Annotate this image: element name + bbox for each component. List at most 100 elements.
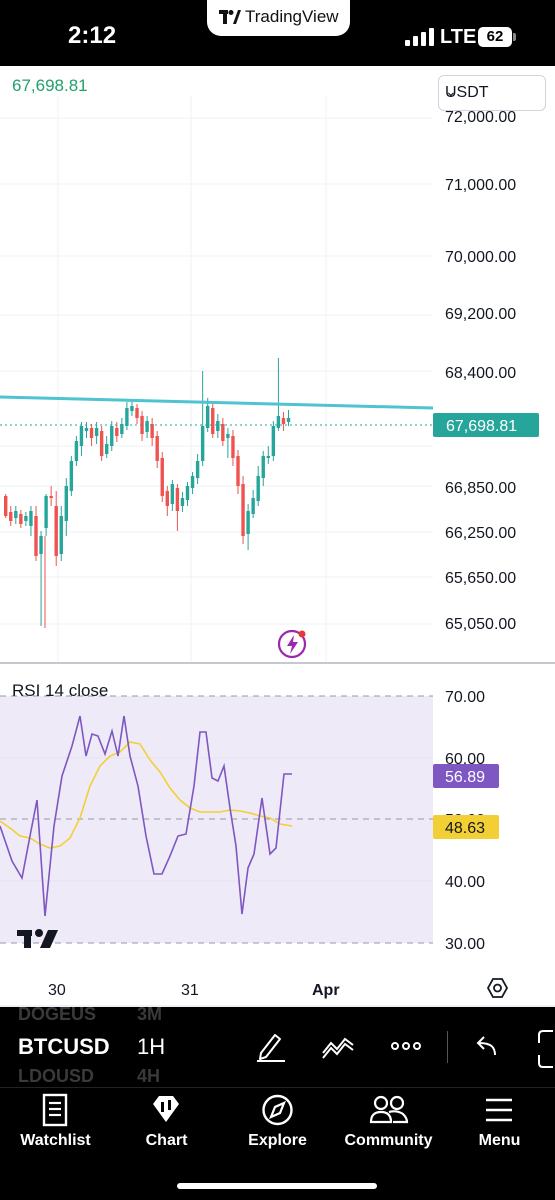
candle-body bbox=[29, 511, 33, 526]
candle-body bbox=[99, 431, 104, 456]
price-axis: 72,000.00 71,000.00 70,000.00 69,200.00 … bbox=[445, 109, 516, 633]
candle-body bbox=[145, 421, 149, 432]
candle-body bbox=[130, 406, 134, 411]
candle-body bbox=[160, 458, 164, 496]
resistance-trendline[interactable] bbox=[0, 395, 434, 410]
chart-area[interactable]: 72,000.00 71,000.00 70,000.00 69,200.00 … bbox=[0, 66, 555, 1007]
tab-explore[interactable]: Explore bbox=[222, 1088, 333, 1168]
candle-body bbox=[276, 416, 281, 428]
candle-body bbox=[110, 426, 114, 446]
rsi-tick: 70.00 bbox=[445, 689, 485, 706]
price-marker: 67,698.81 bbox=[446, 418, 517, 435]
candle-body bbox=[241, 484, 245, 536]
candlestick-series bbox=[4, 358, 291, 628]
chevron-down-icon: ⌄ bbox=[445, 83, 457, 99]
indicators-icon[interactable] bbox=[321, 1029, 355, 1063]
network-type: LTE bbox=[440, 26, 477, 48]
drawing-pen-icon[interactable] bbox=[255, 1029, 287, 1063]
signal-icon bbox=[405, 28, 434, 46]
tab-label: Explore bbox=[248, 1132, 307, 1149]
price-tick: 66,850.00 bbox=[445, 480, 516, 497]
candle-body bbox=[24, 516, 28, 521]
price-tick: 71,000.00 bbox=[445, 177, 516, 194]
candle-body bbox=[190, 476, 195, 488]
candle-body bbox=[185, 486, 190, 500]
status-bar: 2:12 TradingView LTE 62 bbox=[0, 0, 555, 66]
rsi-line bbox=[0, 715, 292, 917]
fullscreen-icon[interactable] bbox=[537, 1029, 555, 1069]
rsi-value: 56.89 bbox=[445, 769, 485, 786]
time-tick: 31 bbox=[181, 982, 199, 999]
battery-tip bbox=[513, 33, 516, 41]
candle-body bbox=[79, 426, 84, 446]
tab-chart[interactable]: Chart bbox=[111, 1088, 222, 1168]
candle-body bbox=[221, 424, 225, 441]
last-price-label: 67,698.81 bbox=[12, 76, 88, 95]
candle-body bbox=[89, 428, 94, 438]
price-tick: 69,200.00 bbox=[445, 306, 516, 323]
tradingview-logo-icon bbox=[219, 10, 241, 24]
chart-toolbar: DOGEUS BTCUSD LDOUSD 3M 1H 4H bbox=[0, 1004, 555, 1087]
tab-watchlist[interactable]: Watchlist bbox=[0, 1088, 111, 1168]
interval-prev[interactable]: 3M bbox=[137, 1004, 163, 1024]
chart-settings-icon[interactable] bbox=[486, 978, 509, 998]
candle-body bbox=[206, 406, 210, 428]
tradingview-badge-label: TradingView bbox=[245, 7, 339, 26]
candle-body bbox=[59, 516, 63, 554]
home-indicator bbox=[177, 1183, 377, 1189]
rsi-band bbox=[0, 696, 433, 943]
interval-selector[interactable]: 1H bbox=[137, 1034, 166, 1059]
candle-body bbox=[125, 408, 129, 426]
candle-body bbox=[216, 421, 220, 431]
tab-label: Watchlist bbox=[20, 1132, 91, 1149]
tab-menu[interactable]: Menu bbox=[444, 1088, 555, 1168]
watchlist-icon bbox=[42, 1093, 68, 1127]
candle-body bbox=[231, 436, 235, 458]
undo-icon[interactable] bbox=[473, 1029, 499, 1063]
candle-body bbox=[49, 496, 53, 498]
rsi-title[interactable]: RSI 14 close bbox=[12, 681, 108, 700]
candle-body bbox=[69, 461, 74, 491]
candle-body bbox=[105, 444, 109, 454]
interval-next[interactable]: 4H bbox=[137, 1066, 161, 1086]
candle-body bbox=[211, 408, 215, 434]
candle-body bbox=[115, 428, 119, 436]
time-axis[interactable]: 30 31 Apr bbox=[48, 982, 340, 999]
price-marker-bg bbox=[433, 413, 539, 437]
tab-label: Menu bbox=[478, 1132, 521, 1149]
chart-canvas[interactable]: 72,000.00 71,000.00 70,000.00 69,200.00 … bbox=[0, 66, 555, 1007]
symbol-prev[interactable]: DOGEUS bbox=[18, 1004, 97, 1024]
candle-body bbox=[84, 428, 89, 431]
symbol-next[interactable]: LDOUSD bbox=[18, 1066, 94, 1086]
symbol-selector[interactable]: BTCUSD bbox=[18, 1034, 110, 1059]
candle-body bbox=[261, 456, 265, 478]
candle-body bbox=[165, 491, 169, 506]
tab-label: Community bbox=[344, 1132, 433, 1149]
candle-body bbox=[281, 418, 286, 424]
currency-select[interactable]: USDT ⌄ bbox=[438, 75, 546, 111]
tab-community[interactable]: Community bbox=[333, 1088, 444, 1168]
candle-body bbox=[271, 426, 276, 456]
candle-body bbox=[246, 511, 250, 534]
price-tick: 70,000.00 bbox=[445, 249, 516, 266]
candle-body bbox=[251, 498, 255, 514]
time-tick: 30 bbox=[48, 982, 66, 999]
more-icon[interactable] bbox=[390, 1029, 422, 1063]
candle-body bbox=[44, 496, 48, 528]
tab-bar: Watchlist Chart Explore Community Menu bbox=[0, 1087, 555, 1200]
candle-body bbox=[120, 424, 124, 434]
candle-body bbox=[94, 428, 99, 436]
rsi-ma-line bbox=[0, 741, 293, 849]
candle-body bbox=[155, 436, 159, 461]
candle-body bbox=[236, 456, 240, 486]
lightning-icon[interactable] bbox=[277, 629, 307, 659]
price-tick: 65,650.00 bbox=[445, 570, 516, 587]
rsi-value-bg bbox=[433, 764, 499, 788]
candle-body bbox=[226, 434, 230, 438]
candle-body bbox=[195, 461, 200, 478]
tradingview-badge[interactable]: TradingView bbox=[207, 0, 350, 36]
rsi-tick: 30.00 bbox=[445, 936, 485, 953]
battery-icon: 62 bbox=[478, 27, 512, 47]
price-tick: 66,250.00 bbox=[445, 525, 516, 542]
candle-body bbox=[200, 426, 205, 461]
